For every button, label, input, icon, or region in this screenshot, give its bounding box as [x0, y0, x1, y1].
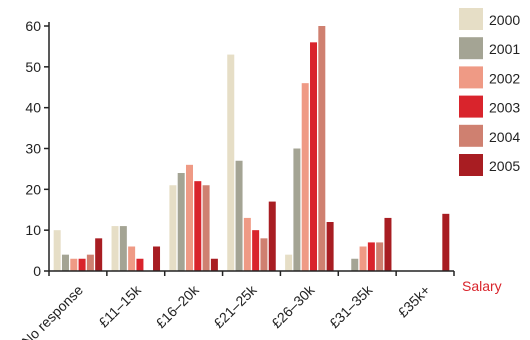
legend-label: 2000 [489, 12, 520, 28]
bar [442, 213, 450, 271]
x-tick-label: £26–30k [268, 281, 318, 331]
bar [119, 226, 127, 271]
legend-swatch [459, 66, 483, 89]
bar [70, 258, 78, 271]
bar [185, 164, 193, 271]
bar [86, 254, 94, 271]
legend-label: 2004 [489, 129, 520, 145]
bar [128, 246, 136, 271]
legend-label: 2005 [489, 158, 520, 174]
legend-swatch [459, 8, 483, 30]
bar [326, 222, 334, 271]
bar [293, 148, 301, 271]
bar [95, 238, 103, 271]
legend-swatch [459, 124, 483, 147]
y-tick-label: 10 [25, 222, 41, 238]
bar [310, 42, 318, 272]
bar [243, 217, 251, 271]
bar [260, 238, 268, 271]
bar [318, 26, 326, 271]
bar [177, 173, 185, 271]
y-tick-label: 50 [25, 59, 41, 75]
bar [268, 201, 276, 271]
bar [252, 230, 260, 271]
bars [53, 26, 450, 272]
bar [367, 242, 375, 271]
bar [194, 181, 202, 271]
x-tick-label: £21–25k [210, 281, 260, 331]
bar [376, 242, 384, 271]
legend-label: 2003 [489, 100, 520, 116]
bar [235, 160, 243, 271]
bar [227, 54, 235, 272]
y-tick-label: 20 [25, 181, 41, 197]
legend: 2000 2001 2002 2003 2004 2005 [459, 8, 520, 176]
x-tick-label: No response [19, 282, 87, 340]
bar [61, 254, 69, 271]
bar [202, 185, 210, 271]
bar [359, 246, 367, 271]
bar [169, 185, 177, 271]
bar [136, 258, 144, 271]
bar [111, 226, 119, 271]
bar [78, 258, 86, 271]
y-tick-label: 40 [25, 100, 41, 116]
x-tick-label: £35k+ [395, 282, 434, 321]
legend-swatch [459, 95, 483, 118]
bar [351, 258, 359, 271]
bar [53, 230, 61, 271]
bar [153, 246, 161, 271]
legend-label: 2002 [489, 70, 520, 86]
x-tick-label: £16–20k [152, 281, 202, 331]
bar [384, 217, 392, 271]
x-axis: No response £11–15k £16–20k £21–25k £26–30k £… [19, 270, 455, 340]
y-tick-label: 30 [25, 141, 41, 157]
x-tick-label: £11–15k [95, 281, 144, 330]
x-tick-label: £31–35k [326, 281, 376, 331]
y-tick-label: 60 [25, 18, 41, 34]
y-tick-label: 0 [33, 263, 41, 279]
bar [301, 83, 309, 272]
bar [285, 254, 293, 271]
y-axis: 0 10 20 30 40 50 60 [25, 18, 50, 279]
legend-swatch [459, 154, 483, 176]
legend-label: 2001 [489, 41, 520, 57]
legend-swatch [459, 37, 483, 60]
bar [210, 258, 218, 271]
x-axis-title: Salary [462, 278, 502, 294]
